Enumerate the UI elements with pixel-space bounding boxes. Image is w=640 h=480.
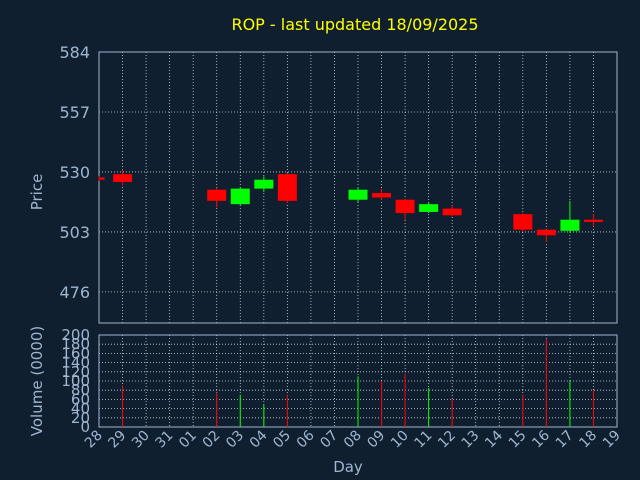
price-panel-frame (98, 51, 618, 324)
candle (207, 187, 227, 208)
candle (230, 187, 250, 206)
x-tick-label: 08 (341, 428, 365, 452)
candle-body (99, 177, 105, 180)
x-tick-label: 31 (153, 428, 177, 452)
candle-body (207, 189, 227, 201)
x-tick-label: 12 (435, 428, 459, 452)
volume-tick-label: 180 (61, 335, 90, 353)
price-tick-label: 584 (59, 43, 90, 62)
x-tick-label: 05 (270, 428, 294, 452)
volume-tick-label: 0 (80, 418, 90, 436)
x-tick-label: 01 (176, 428, 200, 452)
price-axis-label: Price (28, 174, 46, 211)
candle-body (113, 174, 133, 182)
x-tick-label: 03 (223, 428, 247, 452)
price-tick-label: 476 (59, 283, 90, 302)
candle-body (230, 188, 250, 205)
candle-body (372, 193, 392, 198)
x-tick-label: 19 (600, 428, 624, 452)
candle-body (583, 219, 603, 222)
candle (419, 201, 439, 214)
x-tick-label: 15 (506, 428, 530, 452)
volume-tick-label: 100 (61, 372, 90, 390)
candle (513, 213, 533, 232)
x-tick-label: 07 (317, 428, 341, 452)
x-tick-label: 06 (294, 427, 318, 451)
x-tick-label: 16 (529, 427, 553, 451)
x-tick-label: 17 (553, 428, 577, 452)
candle-body (513, 214, 533, 230)
x-tick-label: 09 (364, 428, 388, 452)
candle (277, 173, 297, 204)
x-tick-label: 30 (129, 428, 153, 452)
candle (98, 176, 105, 181)
candle (254, 176, 274, 192)
candle (372, 188, 392, 200)
volume-tick-label: 200 (61, 326, 90, 344)
candle (560, 200, 580, 234)
x-tick-label: 04 (247, 427, 271, 451)
candle (536, 228, 556, 242)
volume-tick-label: 140 (61, 354, 90, 372)
volume-tick-label: 20 (71, 409, 90, 427)
x-tick-label: 10 (388, 428, 412, 452)
candle (113, 169, 133, 186)
x-tick-label: 14 (482, 427, 506, 451)
volume-tick-label: 160 (61, 344, 90, 362)
price-y-ticks: 584 557 530 503 476 (59, 43, 90, 302)
chart-title: ROP - last updated 18/09/2025 (231, 15, 478, 34)
x-tick-label: 18 (576, 428, 600, 452)
x-tick-label: 13 (459, 428, 483, 452)
candle-body (277, 174, 297, 201)
candle-body (536, 229, 556, 236)
candle-body (442, 208, 462, 216)
x-tick-label: 11 (412, 428, 436, 452)
candle-body (254, 179, 274, 189)
volume-tick-label: 80 (71, 381, 90, 399)
candles (98, 169, 603, 242)
volume-tick-label: 40 (71, 400, 90, 418)
volume-bars (122, 338, 594, 427)
price-tick-label: 557 (59, 103, 90, 122)
candle-body (395, 199, 415, 214)
candle (583, 214, 603, 227)
volume-tick-label: 120 (61, 363, 90, 381)
x-tick-label: 02 (200, 428, 224, 452)
candle (395, 198, 415, 220)
candle-body (560, 219, 580, 231)
price-tick-label: 530 (59, 163, 90, 182)
x-axis-ticks: 28 29 30 31 01 02 03 04 05 06 07 08 09 10 11 12 13 14 15 16… (82, 427, 624, 451)
x-axis-label: Day (333, 458, 363, 476)
price-tick-label: 503 (59, 223, 90, 242)
candle (442, 205, 462, 217)
volume-axis-label: Volume (0000) (28, 326, 46, 436)
candle-body (419, 204, 439, 212)
candle (348, 187, 368, 202)
volume-tick-label: 60 (71, 390, 90, 408)
candle-body (348, 189, 368, 200)
x-tick-label: 29 (105, 428, 129, 452)
